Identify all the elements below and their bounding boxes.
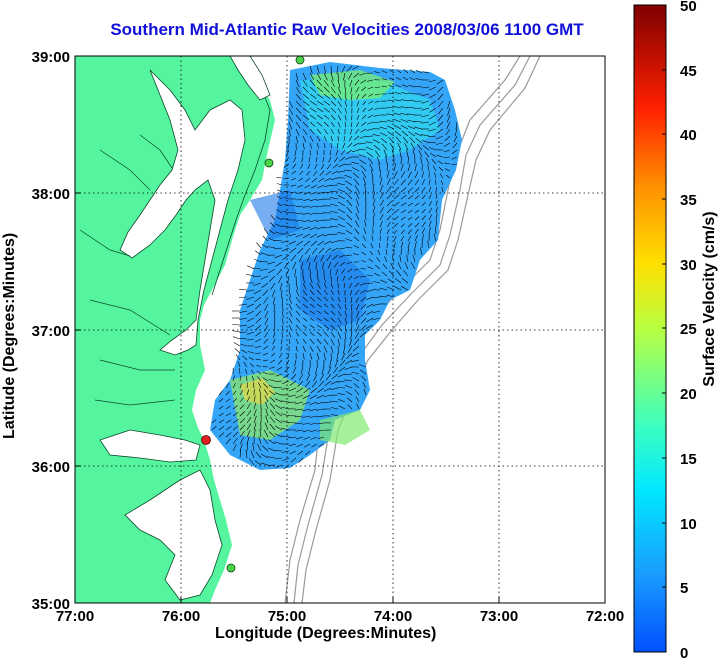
y-tick-label: 35:00 (32, 596, 70, 613)
colorbar-tick-label: 45 (680, 63, 697, 80)
x-tick-labels: 77:00 76:00 75:00 74:00 73:00 72:00 (56, 608, 624, 625)
colorbar-tick-label: 30 (680, 257, 697, 274)
colorbar-tick-label: 5 (680, 580, 688, 597)
colorbar-tick-label: 10 (680, 516, 697, 533)
colorbar-tick-label: 15 (680, 451, 697, 468)
y-tick-label: 36:00 (32, 459, 70, 476)
colorbar-tick-label: 20 (680, 386, 697, 403)
x-tick-label: 73:00 (480, 608, 518, 625)
colorbar-tick-label: 50 (680, 0, 697, 15)
x-axis-label: Longitude (Degrees:Minutes) (215, 625, 436, 643)
y-axis-label: Latitude (Degrees:Minutes) (1, 239, 19, 439)
y-tick-label: 37:00 (32, 323, 70, 340)
y-tick-label: 39:00 (32, 49, 70, 66)
x-tick-label: 72:00 (586, 608, 624, 625)
colorbar (634, 5, 666, 652)
station-mid[interactable] (265, 159, 273, 167)
station-hatteras[interactable] (202, 436, 211, 445)
colorbar-tick-label: 40 (680, 127, 697, 144)
colorbar-label: Surface Velocity (cm/s) (701, 199, 719, 399)
x-tick-label: 74:00 (374, 608, 412, 625)
station-north[interactable] (296, 56, 304, 64)
colorbar-tick-label: 0 (680, 645, 688, 659)
y-tick-labels: 39:00 38:00 37:00 36:00 35:00 (32, 49, 70, 613)
y-tick-label: 38:00 (32, 186, 70, 203)
x-tick-label: 76:00 (162, 608, 200, 625)
station-south[interactable] (227, 564, 235, 572)
x-tick-label: 75:00 (268, 608, 306, 625)
colorbar-tick-labels: 50 45 40 35 30 25 20 15 10 5 0 (680, 0, 697, 659)
colorbar-tick-label: 35 (680, 192, 697, 209)
colorbar-tick-label: 25 (680, 321, 697, 338)
